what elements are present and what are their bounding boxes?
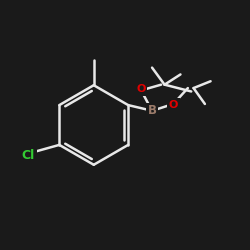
Text: Cl: Cl xyxy=(22,148,35,162)
Text: B: B xyxy=(148,104,156,117)
Text: O: O xyxy=(169,100,178,110)
Text: O: O xyxy=(136,84,145,94)
